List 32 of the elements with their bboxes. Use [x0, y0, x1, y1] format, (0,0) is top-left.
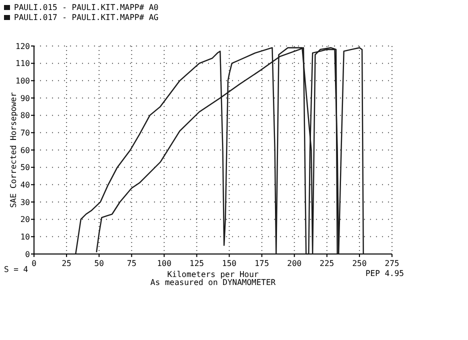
text: PEP 4.95	[365, 269, 404, 278]
x-tick-label: 0	[32, 259, 37, 268]
y-tick-label: 110	[16, 59, 30, 68]
y-tick-label: 100	[16, 76, 30, 86]
x-tick-label: 275	[384, 259, 400, 268]
y-tick-label: 20	[20, 215, 30, 224]
text: As measured on DYNAMOMETER	[150, 278, 276, 287]
y-axis-title: SAE Corrected Horsepower	[9, 92, 18, 208]
x-tick-label: 125	[190, 259, 204, 268]
y-tick-label: 80	[20, 111, 30, 120]
x-tick-label: 50	[94, 259, 104, 268]
legend-label: PAULI.015 - PAULI.KIT.MAPP# A0	[14, 3, 159, 12]
y-tick-label: 70	[20, 128, 30, 138]
x-tick-label: 200	[287, 259, 302, 268]
x-tick-label: 100	[156, 259, 172, 268]
y-tick-label: 40	[20, 180, 30, 190]
legend-label: PAULI.017 - PAULI.KIT.MAPP# AG	[14, 13, 159, 22]
x-tick-label: 225	[320, 259, 334, 268]
x-tick-label: 175	[254, 259, 270, 268]
x-tick-label: 250	[352, 259, 367, 268]
x-tick-label: 25	[62, 259, 72, 268]
y-tick-label: 30	[20, 198, 30, 207]
y-tick-label: 10	[20, 232, 30, 242]
y-tick-label: 90	[20, 94, 30, 103]
text: S = 4	[4, 265, 28, 274]
x-tick-label: 150	[222, 259, 237, 268]
y-tick-label: 60	[20, 146, 30, 155]
x-axis-title: Kilometers per Hour	[167, 270, 259, 279]
x-tick-label: 75	[126, 259, 137, 268]
y-tick-label: 120	[16, 42, 30, 51]
y-tick-label: 50	[20, 163, 30, 172]
y-tick-label: 0	[25, 250, 30, 259]
